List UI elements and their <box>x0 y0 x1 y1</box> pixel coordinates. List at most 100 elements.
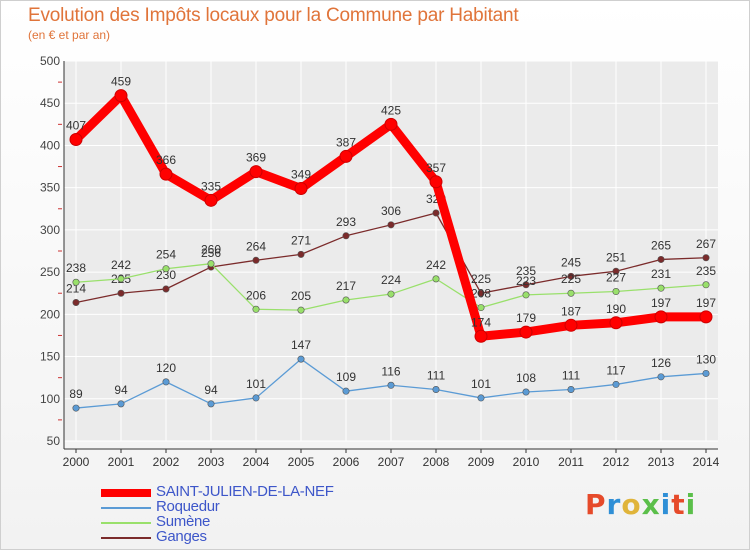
data-point <box>477 289 485 297</box>
data-label: 174 <box>471 315 491 329</box>
y-tick-label: 300 <box>40 223 60 237</box>
data-label: 101 <box>471 377 491 391</box>
data-point <box>702 369 710 377</box>
data-point <box>432 209 440 217</box>
data-point <box>657 255 665 263</box>
series-roquedur: 89 94 120 94 101 147 109 116 111 101 108 111 117 126 1… <box>69 338 716 412</box>
x-tick-label: 2012 <box>603 455 630 469</box>
data-point <box>297 250 305 258</box>
logo-letter: t <box>671 488 686 521</box>
data-point <box>117 275 125 283</box>
y-tick-label: 400 <box>40 138 60 152</box>
data-label: 407 <box>66 119 86 133</box>
y-tick-label: 500 <box>40 54 60 68</box>
y-tick-label: 350 <box>40 181 60 195</box>
data-point <box>387 381 395 389</box>
x-tick-label: 2004 <box>243 455 270 469</box>
data-point <box>114 89 128 103</box>
logo-letter: i <box>685 488 697 521</box>
logo-letter: i <box>660 488 672 521</box>
data-label: 120 <box>156 361 176 375</box>
data-label: 190 <box>606 302 626 316</box>
data-label: 254 <box>156 248 176 262</box>
data-label: 235 <box>696 264 716 278</box>
data-label: 245 <box>561 255 581 269</box>
data-point <box>204 193 218 207</box>
x-tick-label: 2005 <box>288 455 315 469</box>
data-label: 251 <box>606 250 626 264</box>
legend-label: Ganges <box>156 528 207 545</box>
legend-swatch <box>101 489 151 497</box>
data-point <box>387 290 395 298</box>
x-tick-label: 2001 <box>108 455 135 469</box>
data-label: 117 <box>606 363 625 377</box>
legend-swatch <box>101 507 151 509</box>
data-label: 306 <box>381 204 401 218</box>
data-label: 366 <box>156 153 176 167</box>
data-point <box>654 310 668 324</box>
series-ganges: 2142252302562642712933063202252352452512… <box>66 192 716 307</box>
data-label: 235 <box>516 264 536 278</box>
data-point <box>522 281 530 289</box>
data-point <box>162 265 170 273</box>
data-point <box>297 355 305 363</box>
x-tick-label: 2013 <box>648 455 675 469</box>
logo-letter: x <box>641 488 661 521</box>
data-point <box>207 400 215 408</box>
data-point <box>657 373 665 381</box>
data-point <box>657 284 665 292</box>
data-label: 111 <box>427 368 446 382</box>
data-label: 459 <box>111 75 131 89</box>
data-label: 225 <box>561 272 581 286</box>
data-label: 147 <box>291 338 311 352</box>
data-label: 108 <box>516 371 536 385</box>
data-point <box>612 380 620 388</box>
data-point <box>252 256 260 264</box>
data-label: 357 <box>426 161 446 175</box>
data-label: 425 <box>381 103 401 117</box>
data-label: 197 <box>696 296 716 310</box>
y-tick-label: 200 <box>40 307 60 321</box>
data-point <box>477 304 485 312</box>
data-label: 242 <box>111 258 131 272</box>
data-label: 187 <box>561 304 581 318</box>
data-point <box>567 272 575 280</box>
data-point <box>162 378 170 386</box>
data-label: 264 <box>246 239 266 253</box>
x-tick-label: 2010 <box>513 455 540 469</box>
data-label: 208 <box>471 287 491 301</box>
data-label: 230 <box>156 268 176 282</box>
data-label: 225 <box>471 272 491 286</box>
data-point <box>567 385 575 393</box>
data-label: 260 <box>201 243 221 257</box>
data-label: 387 <box>336 135 356 149</box>
data-label: 109 <box>336 370 356 384</box>
data-label: 89 <box>69 387 83 401</box>
logo-letter: o <box>621 488 642 521</box>
proxiti-logo: Proxiti <box>585 488 696 521</box>
data-point <box>702 281 710 289</box>
x-tick-label: 2008 <box>423 455 450 469</box>
y-tick-label: 450 <box>40 96 60 110</box>
data-point <box>429 175 443 189</box>
data-point <box>207 260 215 268</box>
data-point <box>162 285 170 293</box>
data-point <box>72 299 80 307</box>
y-tick-label: 50 <box>47 434 61 448</box>
data-label: 111 <box>562 368 581 382</box>
data-point <box>342 387 350 395</box>
series-saint-julien-de-la-nef: 407 459 366 335 369 349 387 425 357 174 179 187 190 1… <box>66 75 716 343</box>
data-point <box>339 149 353 163</box>
series-sum-ne: 238 242 254 260 206 205 217 224 242 208 223 225 227 2… <box>66 243 716 314</box>
y-tick-label: 250 <box>40 265 60 279</box>
data-label: 223 <box>516 274 536 288</box>
legend-label: Roquedur <box>156 498 220 515</box>
data-label: 94 <box>114 383 128 397</box>
data-label: 349 <box>291 168 311 182</box>
data-point <box>72 404 80 412</box>
data-label: 179 <box>516 311 536 325</box>
data-point <box>117 400 125 408</box>
x-tick-label: 2011 <box>558 455 584 469</box>
data-label: 126 <box>651 356 671 370</box>
